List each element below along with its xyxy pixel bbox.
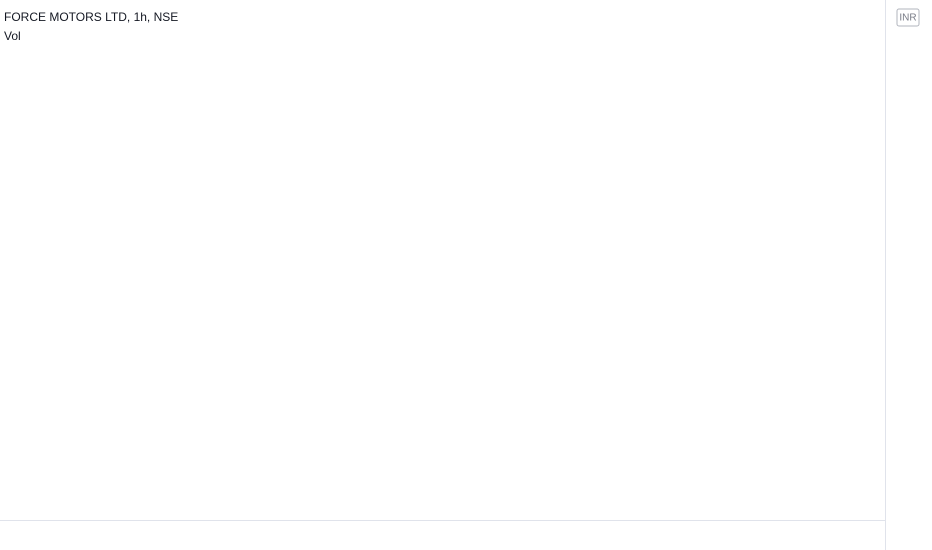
currency-box[interactable] [896,8,920,27]
currency-label[interactable]: INR [899,13,916,24]
volume-label: Vol [4,29,21,43]
chart-title: FORCE MOTORS LTD, 1h, NSE [4,10,178,24]
